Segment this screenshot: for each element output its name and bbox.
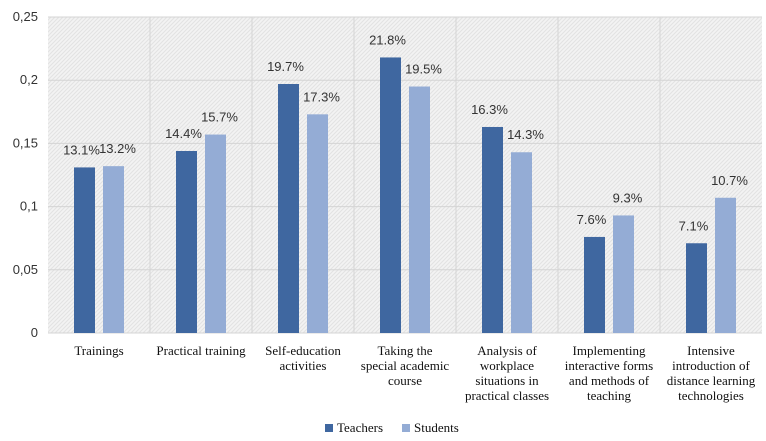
- data-label: 14.3%: [507, 127, 544, 142]
- bar-teachers: [482, 126, 503, 333]
- bar-teachers: [380, 57, 401, 333]
- data-label: 21.8%: [369, 32, 406, 47]
- bar-students: [613, 215, 634, 333]
- category-label: Practical training: [156, 343, 246, 358]
- category-label-line: technologies: [678, 388, 744, 403]
- bar-students: [715, 197, 736, 333]
- bar-students: [103, 166, 124, 333]
- category-label-line: interactive forms: [565, 358, 653, 373]
- data-label: 7.6%: [577, 212, 607, 227]
- data-label: 7.1%: [679, 218, 709, 233]
- data-label: 15.7%: [201, 110, 238, 125]
- data-labels: 13.1% 14.4% 19.7% 21.8% 16.3% 7.6% 7.1% 13.2% 15…: [63, 32, 748, 233]
- category-label-line: distance learning: [667, 373, 756, 388]
- category-label-line: Analysis of: [477, 343, 537, 358]
- category-label-line: teaching: [587, 388, 632, 403]
- legend: Teachers Students: [325, 420, 459, 435]
- legend-label-teachers: Teachers: [337, 420, 383, 435]
- category-label: Taking the special academic course: [361, 343, 450, 388]
- category-label-line: introduction of: [672, 358, 750, 373]
- y-tick-label: 0,1: [20, 199, 38, 214]
- category-label-line: Intensive: [687, 343, 735, 358]
- bar-students: [409, 86, 430, 334]
- data-label: 9.3%: [613, 190, 643, 205]
- gridlines: [48, 16, 762, 334]
- bar-teachers: [74, 167, 95, 333]
- data-label: 17.3%: [303, 89, 340, 104]
- bar-teachers: [584, 236, 605, 333]
- data-label: 13.2%: [99, 141, 136, 156]
- y-tick-label: 0,05: [13, 262, 38, 277]
- bar-teachers: [686, 243, 707, 333]
- category-label-line: activities: [280, 358, 327, 373]
- plot-background: [48, 17, 762, 333]
- category-label-line: practical classes: [465, 388, 549, 403]
- category-label-line: special academic: [361, 358, 450, 373]
- legend-label-students: Students: [414, 420, 459, 435]
- category-label-line: course: [388, 373, 422, 388]
- y-tick-label: 0,2: [20, 72, 38, 87]
- bar-students: [205, 134, 226, 333]
- y-tick-label: 0: [31, 325, 38, 340]
- category-label: Trainings: [74, 343, 123, 358]
- category-label: Self-education activities: [265, 343, 341, 373]
- plot-area: [48, 17, 762, 333]
- category-label: Intensive introduction of distance learnin…: [667, 343, 756, 403]
- category-label-line: Implementing: [573, 343, 646, 358]
- category-label-line: Trainings: [74, 343, 123, 358]
- category-label-line: workplace: [480, 358, 534, 373]
- x-axis: Trainings Practical training Self-educatio…: [74, 343, 755, 403]
- category-label-line: Taking the: [377, 343, 432, 358]
- y-tick-label: 0,15: [13, 135, 38, 150]
- y-tick-label: 0,25: [13, 9, 38, 24]
- bars: [74, 57, 736, 334]
- legend-swatch-teachers: [325, 424, 333, 432]
- bar-students: [307, 114, 328, 333]
- category-label: Analysis of workplace situations in practic…: [465, 343, 549, 403]
- bar-teachers: [176, 150, 197, 333]
- data-label: 13.1%: [63, 142, 100, 157]
- data-label: 16.3%: [471, 102, 508, 117]
- bar-teachers: [278, 83, 299, 333]
- category-label-line: situations in: [475, 373, 539, 388]
- data-label: 19.7%: [267, 59, 304, 74]
- category-label-line: and methods of: [569, 373, 650, 388]
- bar-students: [511, 152, 532, 333]
- data-label: 19.5%: [405, 62, 442, 77]
- category-label-line: Self-education: [265, 343, 341, 358]
- data-label: 10.7%: [711, 173, 748, 188]
- legend-swatch-students: [402, 424, 410, 432]
- category-label-line: Practical training: [156, 343, 246, 358]
- y-axis: 0 0,05 0,1 0,15 0,2 0,25: [13, 9, 38, 340]
- category-label: Implementing interactive forms and methods…: [565, 343, 653, 403]
- data-label: 14.4%: [165, 126, 202, 141]
